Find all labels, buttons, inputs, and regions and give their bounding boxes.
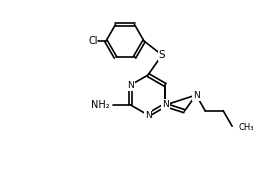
Text: N: N (193, 90, 199, 99)
Text: N: N (127, 81, 134, 89)
Text: Cl: Cl (89, 36, 98, 46)
Text: CH₃: CH₃ (238, 123, 254, 132)
Text: N: N (145, 110, 151, 120)
Text: NH₂: NH₂ (91, 100, 110, 110)
Text: N: N (162, 100, 169, 109)
Text: S: S (159, 50, 165, 60)
